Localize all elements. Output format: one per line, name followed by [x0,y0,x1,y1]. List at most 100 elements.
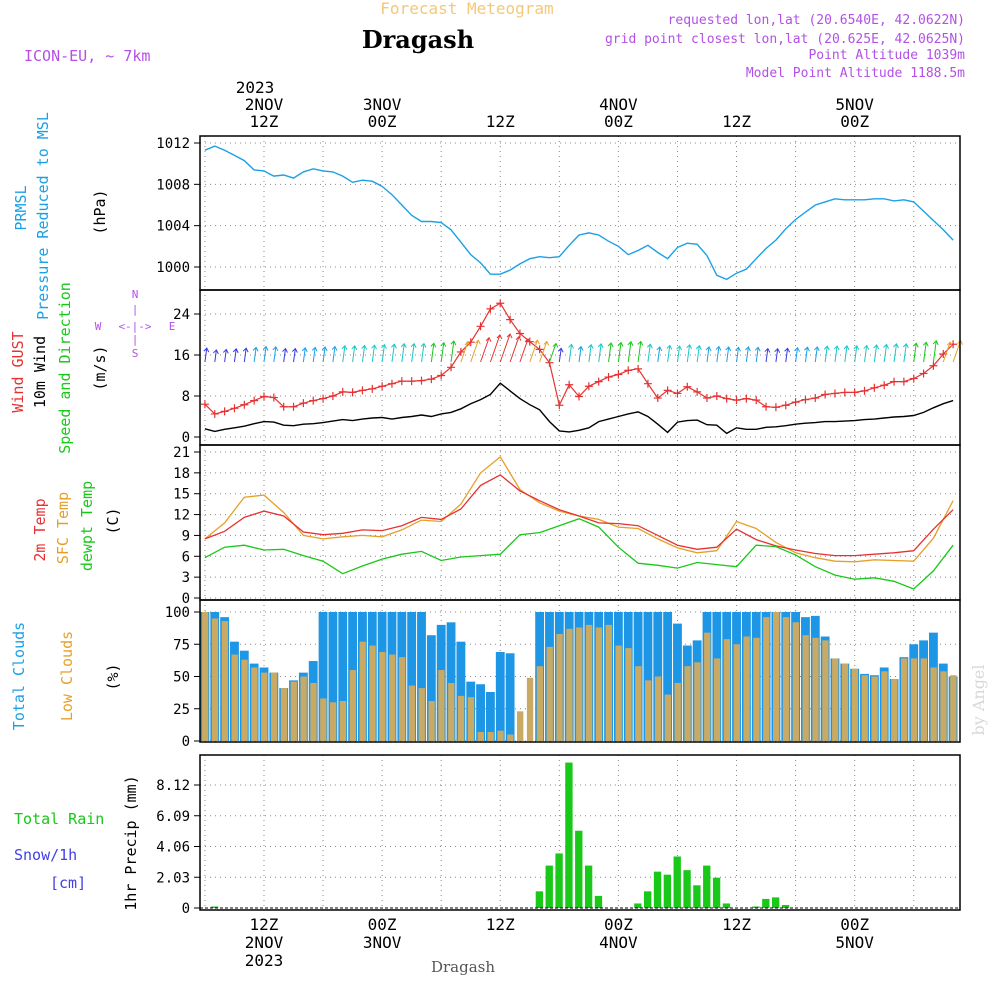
bottom-day-label: 3NOV [363,933,402,952]
low-cloud-bar [270,672,278,741]
temp-2m-line [204,474,954,557]
gust-point [840,388,849,397]
wind-arrow-head [262,345,269,351]
wind-direction-arrow [588,344,592,363]
y-tick-label: 9 [182,528,190,544]
total-cloud-bar [446,622,456,741]
wind-direction-arrow [233,348,237,363]
rain-bar [771,897,780,908]
y-tick-label: 25 [173,702,190,718]
wind-arrow-head [450,340,457,346]
gust-point [309,396,318,405]
label-wind-gust: Wind GUST [9,331,27,412]
wind-arrow-head [695,344,702,350]
rain-bar [693,885,701,908]
wind-direction-arrow [489,334,501,363]
wind-direction-arrow [263,346,267,363]
wind-arrow-head [282,347,288,353]
label-percent: (%) [104,663,122,690]
wind-arrow-head [754,346,761,352]
y-tick-label: 4.06 [156,840,190,856]
wind-arrow-head [361,344,368,350]
wind-direction-arrow [676,345,681,363]
gust-point [535,345,544,354]
total-cloud-bar [407,612,417,741]
rain-bar [644,891,652,908]
gust-point [240,400,249,409]
wind-direction-arrow [253,347,257,363]
gust-point [456,347,465,356]
wind-arrow-head [341,344,348,350]
wind-direction-arrow [283,348,286,363]
wind-direction-arrow [539,341,548,363]
total-cloud-bar [505,653,515,741]
low-cloud-bar [900,658,908,741]
top-day-label: 2NOV [245,95,284,114]
gust-point [870,383,879,392]
low-cloud-bar [654,676,662,741]
wind-direction-arrow [736,347,739,363]
label-ms: (m/s) [91,345,109,390]
wind-direction-arrow [745,346,749,363]
low-cloud-bar [723,639,731,741]
top-day-label: 5NOV [835,95,874,114]
total-cloud-bar [485,691,495,741]
wind-arrow-head [485,336,492,342]
low-cloud-bar [418,688,425,741]
label-pressure-msl: Pressure Reduced to MSL [34,112,52,320]
grid-lines [200,136,960,910]
wind-arrow-head [272,345,279,352]
label-1hr-precip: 1hr Precip (mm) [122,775,140,910]
wind-arrow-head [932,340,939,346]
bottom-hour-label: 12Z [250,915,279,934]
label-hpa: (hPa) [91,189,109,234]
low-cloud-bar [379,651,386,741]
y-tick-label: 0 [182,901,190,917]
low-cloud-bar [585,624,593,741]
gust-point [220,407,229,416]
wind-arrow-head [607,342,614,348]
wind-direction-arrow [873,344,878,363]
top-hour-label: 12Z [486,112,515,131]
wind-direction-arrow [804,347,808,363]
bottom-day-label: 2NOV [245,933,284,952]
wind-direction-arrow [657,346,661,363]
gust-point [604,373,613,382]
wind-direction-arrow [864,345,868,363]
wind-arrow-head [922,341,929,347]
y-tick-label: 50 [173,670,190,686]
gust-point [584,382,593,391]
gust-point [663,386,672,395]
requested-coords: requested lon,lat (20.6540E, 42.0622N) [668,13,965,28]
low-cloud-bar [349,670,357,741]
low-cloud-bar [851,668,859,741]
low-cloud-bar [320,698,327,741]
low-cloud-bar [920,658,927,741]
wind-arrow-head [893,342,899,349]
total-cloud-bar [328,612,338,741]
gust-point [791,398,800,407]
rain-bar [584,865,593,908]
temperature-panel: 0 3 6 9 12 15 18 21 [173,445,954,607]
gust-point [643,379,652,388]
wind-panel: 0 8 16 24 [173,299,964,446]
wind-arrow-head [506,333,513,339]
wind-direction-arrow [755,347,759,363]
gust-point [319,394,328,403]
footer-location: Dragash [431,958,495,976]
gust-point [919,369,928,378]
wind-arrow-head [331,345,338,351]
total-cloud-bar [426,635,436,741]
wind-direction-arrow [480,337,490,363]
wind-direction-arrow [322,346,326,363]
gust-point [624,366,633,375]
low-cloud-bar [211,618,219,741]
wind-arrow-head [843,345,850,351]
low-cloud-bar [684,666,691,741]
low-cloud-bar [487,731,494,741]
low-cloud-bar [398,657,406,741]
wind-direction-arrow [391,344,395,363]
gust-point [230,404,239,413]
gust-point [545,358,554,367]
